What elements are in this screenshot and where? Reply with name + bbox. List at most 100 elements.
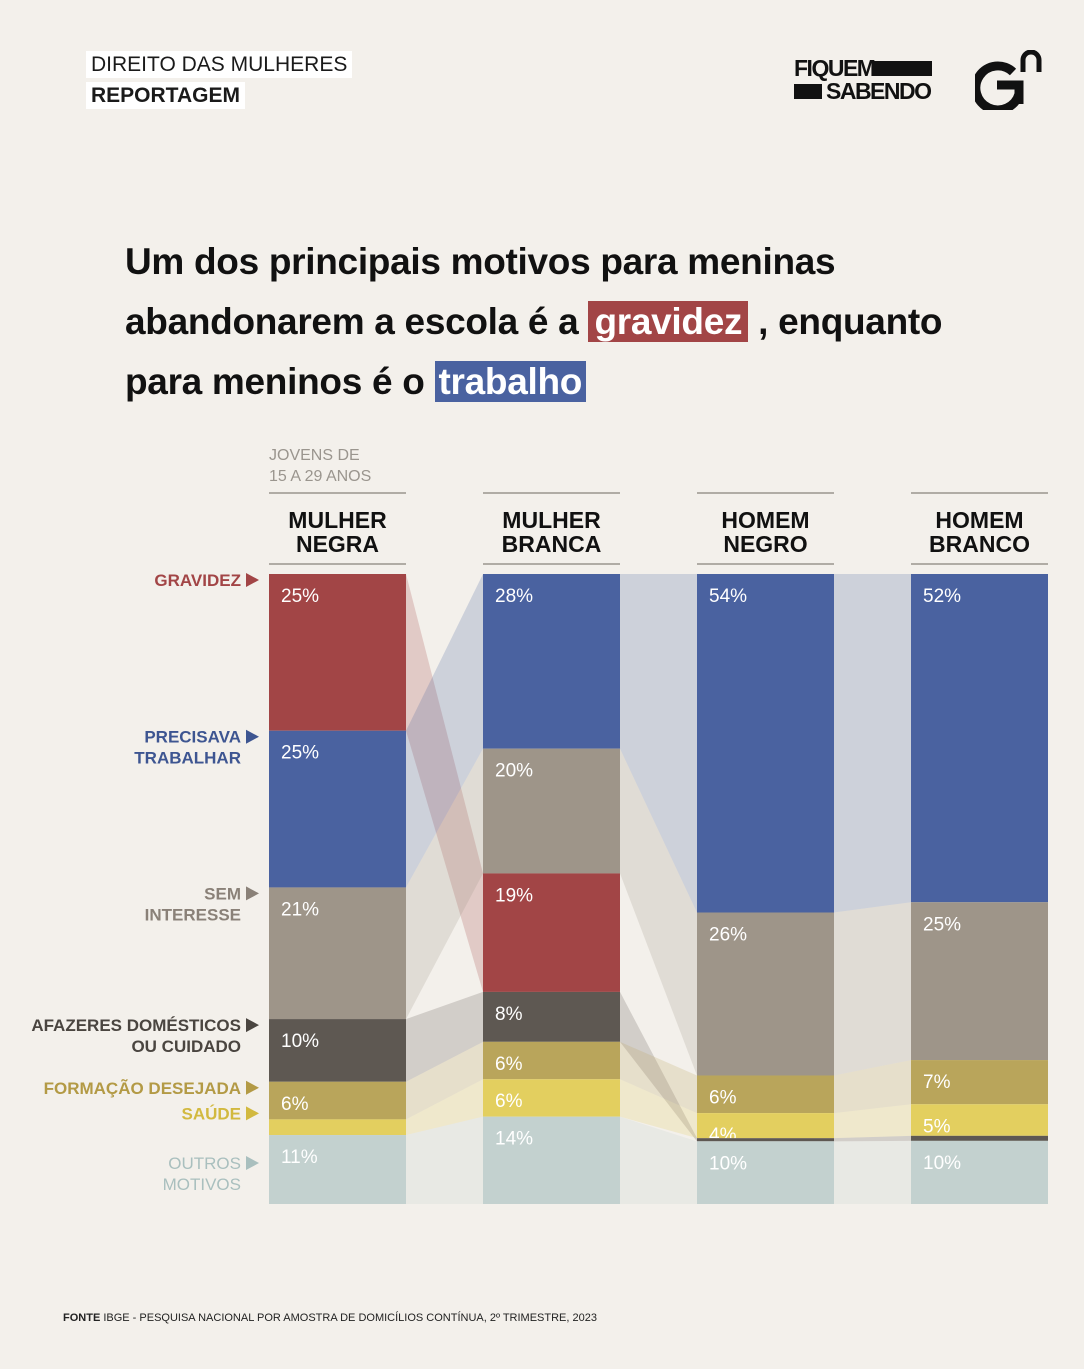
bar-segment-afazeres: [269, 1019, 406, 1082]
headline-text-2: , enquanto para meninos é o: [125, 301, 943, 402]
data-label: 10%: [923, 1153, 961, 1174]
bar-segment-afazeres: [911, 1135, 1048, 1141]
data-label: 14%: [495, 1129, 533, 1150]
flow-saude: [406, 1079, 483, 1136]
category-label: MULHER: [288, 507, 387, 533]
bar-segment-interesse: [483, 748, 620, 874]
data-label: 21%: [281, 899, 319, 920]
data-label: 10%: [709, 1153, 747, 1174]
series-label-saude: SAÚDE: [181, 1104, 241, 1123]
data-label: 26%: [709, 925, 747, 946]
headline: Um dos principais motivos para meninas a…: [125, 232, 985, 412]
flow-outros: [620, 1116, 697, 1204]
flow-afazeres: [620, 991, 697, 1142]
bar-segment-afazeres: [697, 1138, 834, 1142]
flow-outros: [834, 1140, 911, 1204]
flow-trabalhar: [834, 574, 911, 913]
flow-gravidez: [406, 574, 483, 992]
bar-segment-saude: [697, 1113, 834, 1139]
flow-formacao: [834, 1060, 911, 1114]
data-label: 6%: [281, 1094, 309, 1115]
series-arrow-icon: [246, 1156, 259, 1171]
bar-segment-gravidez: [269, 574, 406, 731]
category-label: BRANCO: [929, 531, 1030, 557]
category-label: MULHER: [502, 507, 601, 533]
flow-ribbons: [406, 574, 911, 1204]
category-label: NEGRA: [296, 531, 379, 557]
bar-segment-outros: [483, 1116, 620, 1204]
article-type-tag: REPORTAGEM: [86, 82, 245, 109]
series-label-interesse: INTERESSE: [145, 905, 241, 924]
series-label-formacao: FORMAÇÃO DESEJADA: [44, 1078, 241, 1098]
flow-afazeres: [834, 1135, 911, 1142]
data-label: 6%: [495, 1054, 523, 1075]
data-label: 11%: [281, 1147, 318, 1168]
flow-outros: [406, 1116, 483, 1204]
brand-logo-icon: [975, 50, 1042, 110]
category-label: HOMEM: [721, 507, 809, 533]
section-tag: DIREITO DAS MULHERES: [86, 51, 353, 78]
bar-segment-saude: [483, 1079, 620, 1117]
data-label: 6%: [709, 1087, 737, 1108]
flow-interesse: [620, 748, 697, 1076]
series-label-trabalhar: PRECISAVA: [144, 728, 241, 747]
series-label-afazeres: AFAZERES DOMÉSTICOS: [31, 1016, 241, 1035]
bar-segment-interesse: [911, 902, 1048, 1061]
age-note-line: 15 A 29 ANOS: [269, 468, 371, 485]
data-label: 10%: [281, 1031, 319, 1052]
data-label: 28%: [495, 586, 533, 607]
bar-segment-formacao: [269, 1081, 406, 1120]
data-label: 7%: [923, 1072, 951, 1093]
bar-segment-saude: [269, 1119, 406, 1136]
category-label: BRANCA: [502, 531, 602, 557]
bar-segment-trabalhar: [911, 574, 1048, 903]
flow-trabalhar: [620, 574, 697, 913]
series-arrow-icon: [246, 1018, 259, 1033]
data-label: 20%: [495, 761, 533, 782]
flow-saude: [620, 1079, 697, 1139]
data-label: 25%: [923, 914, 961, 935]
headline-highlight-trabalho: trabalho: [434, 361, 587, 402]
series-label-trabalhar: TRABALHAR: [134, 749, 241, 768]
data-label: 19%: [495, 885, 533, 906]
flow-formacao: [406, 1041, 483, 1120]
series-label-gravidez: GRAVIDEZ: [154, 571, 241, 590]
series-label-interesse: SEM: [204, 884, 241, 903]
brand-wordmark: FIQUEM SABENDO: [794, 57, 934, 103]
data-label: 54%: [709, 586, 747, 607]
bar-segment-formacao: [697, 1075, 834, 1114]
data-label: 25%: [281, 586, 319, 607]
flow-formacao: [620, 1041, 697, 1114]
bar-segment-interesse: [697, 912, 834, 1076]
series-arrow-icon: [246, 1080, 259, 1095]
series-arrow-icon: [246, 729, 259, 744]
flow-afazeres: [406, 991, 483, 1082]
series-label-afazeres: OU CUIDADO: [131, 1037, 241, 1056]
source-text: IBGE - PESQUISA NACIONAL POR AMOSTRA DE …: [103, 1312, 597, 1324]
data-label: 25%: [281, 743, 319, 764]
series-label-outros: OUTROS: [168, 1154, 241, 1173]
series-arrow-icon: [246, 573, 259, 587]
bar-segment-saude: [911, 1104, 1048, 1136]
bar-segment-formacao: [483, 1041, 620, 1080]
category-label: NEGRO: [723, 531, 807, 557]
flow-trabalhar: [406, 574, 483, 888]
bar-segment-interesse: [269, 887, 406, 1020]
series-arrow-icon: [246, 886, 259, 901]
bar-segment-outros: [269, 1135, 406, 1204]
flow-saude: [834, 1104, 911, 1139]
source-note: FONTE IBGE - PESQUISA NACIONAL POR AMOST…: [63, 1310, 597, 1327]
flow-interesse: [406, 748, 483, 1020]
bar-segment-gravidez: [483, 873, 620, 992]
data-label: 6%: [495, 1091, 523, 1112]
source-label: FONTE: [63, 1312, 101, 1324]
age-note-line: JOVENS DE: [269, 447, 360, 464]
data-label: 52%: [923, 586, 961, 607]
series-label-outros: MOTIVOS: [163, 1175, 241, 1194]
brand-line-2: SABENDO: [794, 80, 934, 103]
bar-segment-outros: [697, 1141, 834, 1204]
category-label: HOMEM: [935, 507, 1023, 533]
series-arrow-icon: [246, 1106, 259, 1121]
headline-highlight-gravidez: gravidez: [588, 301, 749, 342]
